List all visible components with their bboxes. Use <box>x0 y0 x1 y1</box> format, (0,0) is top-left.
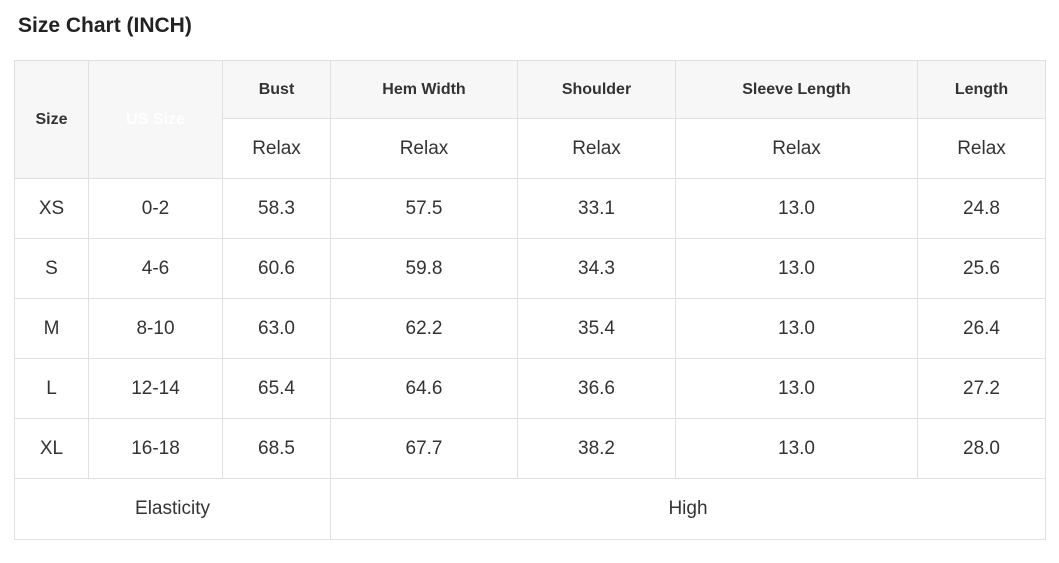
size-cell: XL <box>14 418 89 479</box>
length-cell: 25.6 <box>917 238 1046 299</box>
elasticity-label: Elasticity <box>14 478 331 540</box>
column-header-size: Size <box>14 60 89 179</box>
sleeve-length-cell: 13.0 <box>675 298 918 359</box>
column-header-hem-width: Hem Width <box>330 60 518 119</box>
sleeve-length-cell: 13.0 <box>675 178 918 239</box>
subheader-length-relax: Relax <box>917 118 1046 179</box>
page-title: Size Chart (INCH) <box>18 14 192 37</box>
size-cell: M <box>14 298 89 359</box>
bust-cell: 63.0 <box>222 298 331 359</box>
subheader-sleeve-length-relax: Relax <box>675 118 918 179</box>
table-row-s: S 4-6 60.6 59.8 34.3 13.0 25.6 <box>14 238 1046 299</box>
length-cell: 27.2 <box>917 358 1046 419</box>
length-cell: 26.4 <box>917 298 1046 359</box>
subheader-shoulder-relax: Relax <box>517 118 676 179</box>
bust-cell: 60.6 <box>222 238 331 299</box>
shoulder-cell: 36.6 <box>517 358 676 419</box>
hem-width-cell: 57.5 <box>330 178 518 239</box>
table-row-xl: XL 16-18 68.5 67.7 38.2 13.0 28.0 <box>14 418 1046 479</box>
column-header-bust: Bust <box>222 60 331 119</box>
us-size-cell: 8-10 <box>88 298 223 359</box>
us-size-cell: 0-2 <box>88 178 223 239</box>
bust-cell: 68.5 <box>222 418 331 479</box>
shoulder-cell: 33.1 <box>517 178 676 239</box>
hem-width-cell: 67.7 <box>330 418 518 479</box>
subheader-hem-width-relax: Relax <box>330 118 518 179</box>
table-row-xs: XS 0-2 58.3 57.5 33.1 13.0 24.8 <box>14 178 1046 239</box>
us-size-cell: 16-18 <box>88 418 223 479</box>
bust-cell: 58.3 <box>222 178 331 239</box>
subheader-bust-relax: Relax <box>222 118 331 179</box>
header-row: Size US Size Bust Hem Width Shoulder Sle… <box>14 60 1046 179</box>
size-chart-table: Size US Size Bust Hem Width Shoulder Sle… <box>14 60 1046 540</box>
us-size-cell: 4-6 <box>88 238 223 299</box>
shoulder-cell: 38.2 <box>517 418 676 479</box>
size-cell: L <box>14 358 89 419</box>
column-header-shoulder: Shoulder <box>517 60 676 119</box>
bust-cell: 65.4 <box>222 358 331 419</box>
shoulder-cell: 34.3 <box>517 238 676 299</box>
sleeve-length-cell: 13.0 <box>675 418 918 479</box>
size-cell: XS <box>14 178 89 239</box>
table-row-m: M 8-10 63.0 62.2 35.4 13.0 26.4 <box>14 298 1046 359</box>
subheader-row: Relax Relax Relax Relax Relax <box>15 118 1046 179</box>
elasticity-value: High <box>330 478 1046 540</box>
column-header-us-size: US Size <box>88 60 223 179</box>
elasticity-row: Elasticity High <box>14 478 1046 540</box>
sleeve-length-cell: 13.0 <box>675 358 918 419</box>
column-header-sleeve-length: Sleeve Length <box>675 60 918 119</box>
length-cell: 24.8 <box>917 178 1046 239</box>
hem-width-cell: 62.2 <box>330 298 518 359</box>
column-header-length: Length <box>917 60 1046 119</box>
shoulder-cell: 35.4 <box>517 298 676 359</box>
us-size-cell: 12-14 <box>88 358 223 419</box>
size-cell: S <box>14 238 89 299</box>
hem-width-cell: 64.6 <box>330 358 518 419</box>
hem-width-cell: 59.8 <box>330 238 518 299</box>
length-cell: 28.0 <box>917 418 1046 479</box>
sleeve-length-cell: 13.0 <box>675 238 918 299</box>
table-row-l: L 12-14 65.4 64.6 36.6 13.0 27.2 <box>14 358 1046 419</box>
